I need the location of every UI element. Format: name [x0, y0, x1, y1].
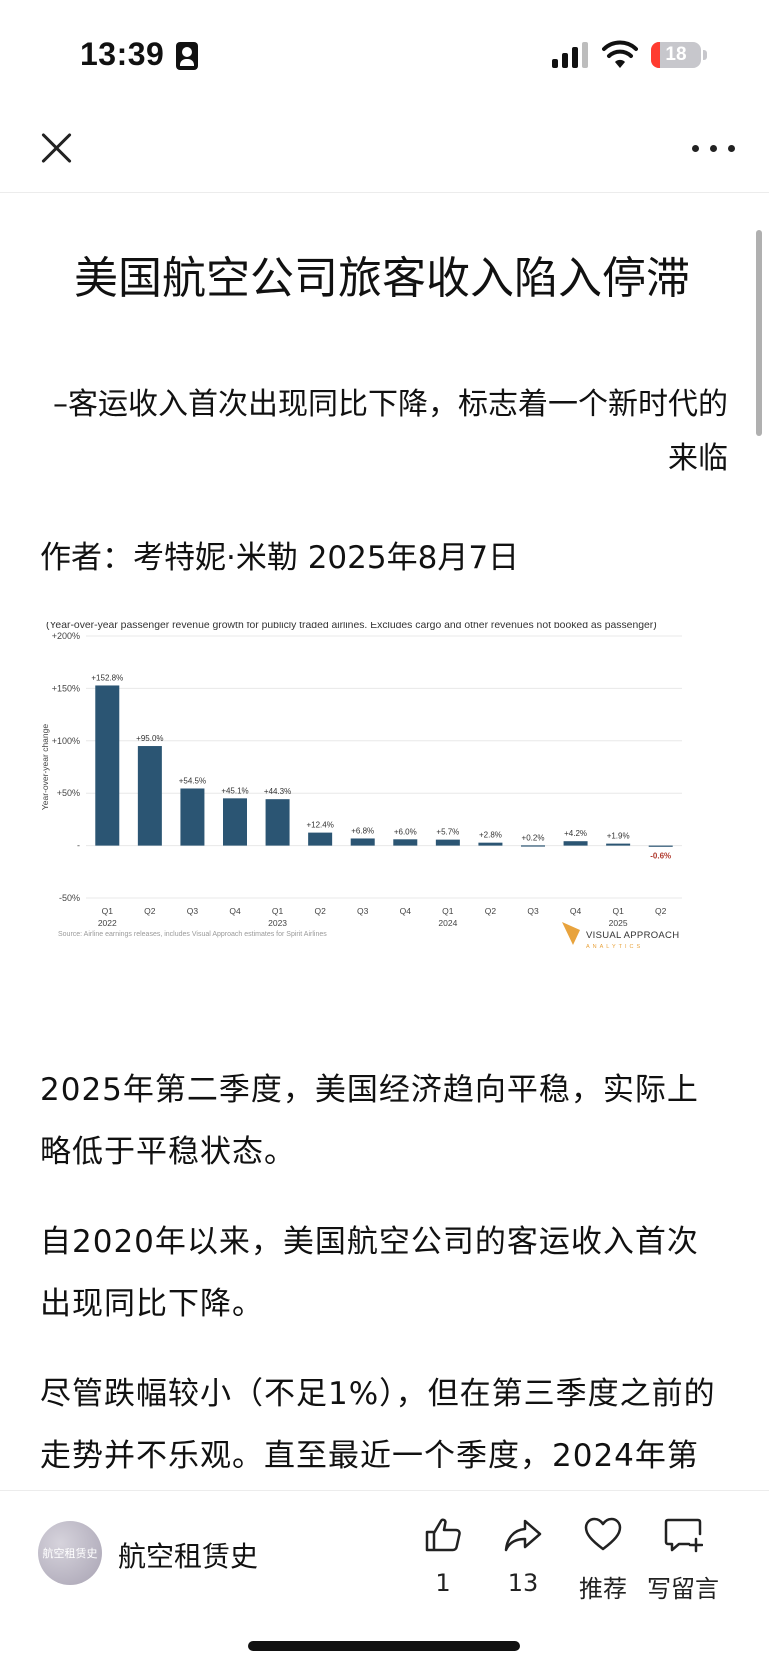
comment-button[interactable]: 写留言	[643, 1515, 723, 1604]
chart-bar	[478, 842, 503, 846]
battery-level	[651, 42, 660, 68]
close-icon[interactable]	[36, 128, 76, 168]
data-label: +44.3%	[264, 787, 291, 796]
x-year-label: 2024	[438, 918, 457, 928]
article-subtitle: –客运收入首次出现同比下降，标志着一个新时代的来临	[53, 387, 728, 476]
y-tick-label: +200%	[52, 631, 80, 641]
data-label: +54.5%	[179, 776, 206, 785]
account-name[interactable]: 航空租赁史	[118, 1540, 259, 1573]
thumbs-up-icon	[425, 1518, 461, 1552]
author-line: 作者：考特妮·米勒 2025年8月7日	[40, 540, 520, 576]
avatar-text: 航空租赁史	[42, 1547, 98, 1560]
nav-bar	[0, 110, 769, 193]
status-bar: 13:39 18	[0, 0, 769, 110]
status-time: 13:39	[80, 36, 165, 72]
chart-subtitle: (Year-over-year passenger revenue growth…	[46, 622, 657, 631]
brand-logo-icon	[562, 922, 580, 945]
cellular-signal-icon	[552, 42, 588, 68]
data-label: +152.8%	[91, 673, 123, 682]
chart-bar	[265, 799, 290, 846]
data-label: +2.8%	[479, 831, 502, 840]
x-tick-label: Q3	[357, 906, 369, 916]
x-tick-label: Q4	[400, 906, 412, 916]
x-tick-label: Q4	[570, 906, 582, 916]
share-icon	[504, 1519, 542, 1552]
y-tick-label: +50%	[57, 788, 80, 798]
x-tick-label: Q1	[102, 906, 114, 916]
brand-name: VISUAL APPROACH	[586, 930, 679, 941]
paragraph-2: 自2020年以来，美国航空公司的客运收入首次出现同比下降。	[40, 1224, 699, 1322]
like-count: 1	[435, 1569, 451, 1597]
data-label: -0.6%	[650, 852, 671, 861]
like-button[interactable]: 1	[403, 1515, 483, 1597]
x-tick-label: Q1	[272, 906, 284, 916]
chart-bar	[308, 832, 333, 846]
chart-bar	[648, 845, 673, 847]
chart-bar	[95, 685, 120, 846]
recommend-button[interactable]: 推荐	[563, 1515, 643, 1604]
y-tick-label: -50%	[59, 893, 80, 903]
data-label: +6.8%	[351, 826, 374, 835]
share-button[interactable]: 13	[483, 1515, 563, 1597]
chart-bar	[521, 845, 545, 847]
share-count: 13	[507, 1569, 539, 1597]
x-tick-label: Q2	[655, 906, 667, 916]
revenue-growth-chart: U.S. airline passenger quarterly revenue…	[42, 622, 730, 1012]
battery-percent: 18	[665, 44, 687, 65]
chart-bar	[606, 843, 631, 846]
comment-label: 写留言	[647, 1575, 719, 1603]
scrollbar-thumb[interactable]	[756, 230, 762, 436]
chart-bar	[137, 746, 162, 846]
account-avatar[interactable]: 航空租赁史	[38, 1521, 102, 1585]
x-tick-label: Q1	[442, 906, 454, 916]
brand-sub: ANALYTICS	[586, 944, 643, 950]
x-tick-label: Q2	[144, 906, 156, 916]
chart-bar	[563, 841, 588, 846]
x-tick-label: Q1	[612, 906, 624, 916]
data-label: +5.7%	[436, 828, 459, 837]
data-label: +45.1%	[221, 786, 248, 795]
data-label: +6.0%	[394, 827, 417, 836]
chart-bar	[350, 838, 375, 846]
y-tick-label: +100%	[52, 736, 80, 746]
wifi-icon	[602, 40, 638, 68]
chart-svg: U.S. airline passenger quarterly revenue…	[42, 622, 682, 950]
x-tick-label: Q2	[314, 906, 326, 916]
chart-bar	[223, 798, 247, 846]
chart-bar	[435, 839, 460, 846]
more-icon[interactable]	[692, 140, 736, 156]
bottom-bar: 航空租赁史 航空租赁史 1 13 推荐 写留言	[0, 1490, 769, 1666]
x-tick-label: Q3	[187, 906, 199, 916]
paragraph-1: 2025年第二季度，美国经济趋向平稳，实际上略低于平稳状态。	[40, 1072, 699, 1170]
battery-icon: 18	[651, 42, 701, 68]
data-label: +1.9%	[607, 832, 630, 841]
data-label: +12.4%	[306, 821, 333, 830]
x-tick-label: Q2	[485, 906, 497, 916]
x-tick-label: Q4	[229, 906, 241, 916]
x-year-label: 2022	[98, 918, 117, 928]
article-title: 美国航空公司旅客收入陷入停滞	[74, 253, 690, 304]
battery-tip	[703, 50, 707, 60]
person-badge-icon	[176, 42, 198, 70]
comment-icon	[664, 1518, 703, 1553]
chart-bar	[180, 788, 205, 846]
data-label: +4.2%	[564, 829, 587, 838]
x-year-label: 2023	[268, 918, 287, 928]
y-tick-label: -	[77, 841, 80, 851]
heart-icon	[584, 1517, 622, 1551]
chart-bar	[393, 839, 418, 846]
data-label: +95.0%	[136, 734, 163, 743]
home-indicator	[248, 1641, 520, 1651]
chart-source: Source: Airline earnings releases, inclu…	[58, 931, 327, 938]
x-year-label: 2025	[609, 918, 628, 928]
recommend-label: 推荐	[579, 1575, 627, 1603]
data-label: +0.2%	[522, 833, 545, 842]
y-axis-label: Year-over-year change	[42, 724, 50, 810]
y-tick-label: +150%	[52, 683, 80, 693]
x-tick-label: Q3	[527, 906, 539, 916]
